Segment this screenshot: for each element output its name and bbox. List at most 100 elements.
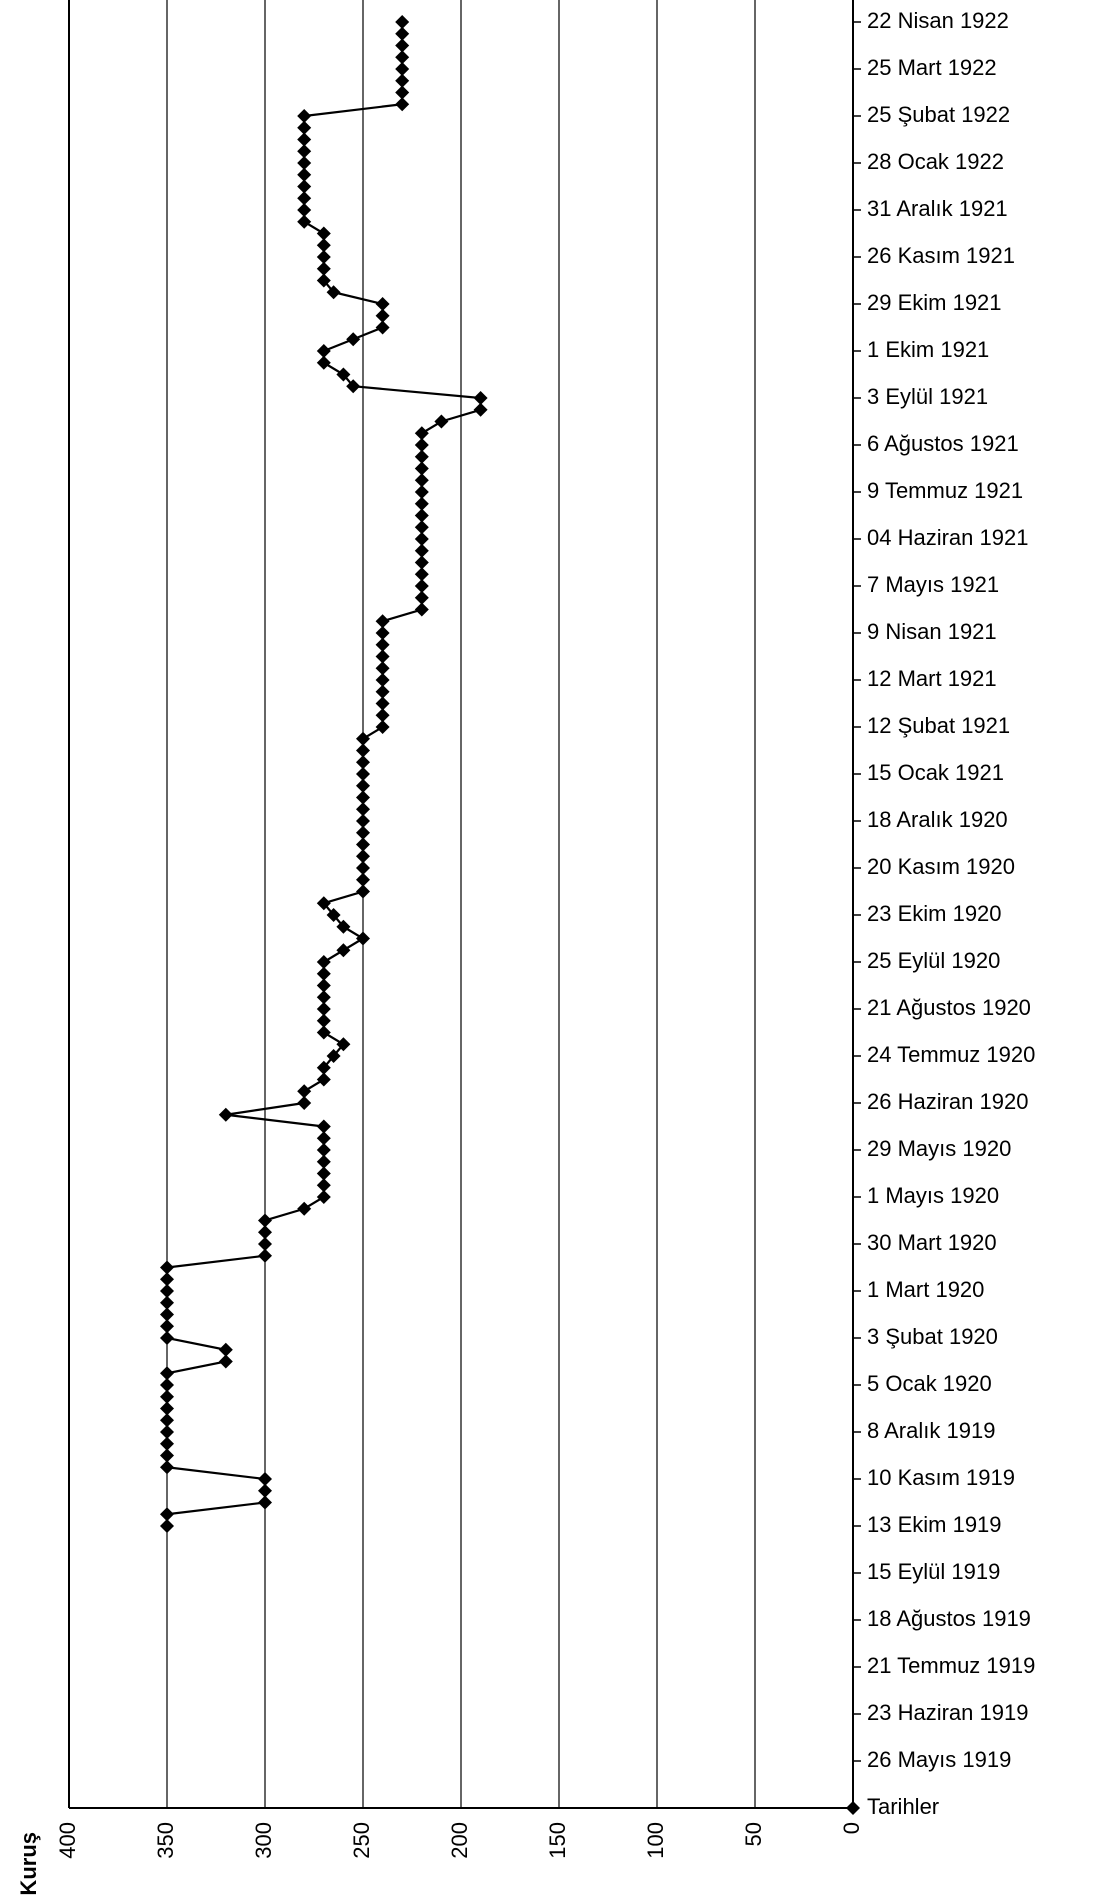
data-point (356, 825, 370, 840)
data-point (297, 109, 312, 123)
data-point (395, 73, 410, 88)
data-point (316, 1131, 331, 1146)
data-point (258, 1237, 272, 1251)
y-tick-label: 29 Mayıs 1920 (867, 1136, 1011, 1161)
y-tick-label: 10 Kasım 1919 (867, 1465, 1015, 1490)
data-point (160, 1448, 174, 1463)
data-point (160, 1389, 174, 1404)
data-point (395, 85, 410, 100)
data-point (414, 426, 429, 441)
y-tick-label: 31 Aralık 1921 (867, 196, 1008, 221)
data-point (316, 1002, 331, 1016)
data-point (316, 1178, 331, 1193)
data-point (316, 226, 331, 241)
data-point (336, 1037, 351, 1052)
data-point (473, 402, 488, 417)
y-tick-label: 9 Temmuz 1921 (867, 478, 1023, 503)
data-point (316, 978, 331, 993)
data-point (297, 1084, 312, 1099)
data-point (160, 1319, 174, 1334)
data-point (316, 990, 331, 1005)
data-point (258, 1225, 272, 1240)
data-point (316, 1013, 331, 1028)
data-point (258, 1213, 272, 1228)
x-tick-label: 350 (153, 1822, 178, 1859)
data-point (218, 1107, 233, 1122)
data-point (258, 1483, 272, 1498)
data-point (395, 38, 410, 53)
y-tick-label: 18 Ağustos 1919 (867, 1606, 1031, 1631)
data-point (218, 1354, 233, 1369)
y-tick-label: 13 Ekim 1919 (867, 1512, 1002, 1537)
data-point (316, 1143, 331, 1157)
data-point (160, 1460, 174, 1475)
y-tick-label: 25 Eylül 1920 (867, 948, 1000, 973)
data-point (375, 684, 390, 699)
data-point (160, 1331, 174, 1345)
data-point (414, 567, 429, 582)
data-point (297, 167, 312, 182)
x-tick-label: 100 (643, 1822, 668, 1859)
data-point (316, 1072, 331, 1087)
y-tick-label: 3 Şubat 1920 (867, 1324, 998, 1349)
y-tick-label: 8 Aralık 1919 (867, 1418, 995, 1443)
data-point (326, 908, 341, 922)
data-point (297, 156, 312, 170)
data-point (375, 649, 390, 664)
data-point (375, 614, 390, 629)
data-point (297, 144, 312, 159)
x-tick-label: 250 (349, 1822, 374, 1859)
y-tick-label: 9 Nisan 1921 (867, 619, 997, 644)
x-tick-label: 150 (545, 1822, 570, 1859)
y-tick-label: 26 Mayıs 1919 (867, 1747, 1011, 1772)
data-point (160, 1260, 174, 1275)
data-point (375, 661, 390, 676)
data-point (160, 1507, 174, 1522)
data-point (316, 955, 331, 969)
legend-label: Tarihler (867, 1794, 939, 1819)
legend-marker (846, 1801, 860, 1815)
data-point (375, 308, 390, 323)
data-point (316, 355, 331, 370)
y-tick-label: 24 Temmuz 1920 (867, 1042, 1035, 1067)
data-point (414, 555, 429, 570)
data-point (346, 332, 361, 347)
x-tick-label: 300 (251, 1822, 276, 1859)
y-tick-label: 1 Mayıs 1920 (867, 1183, 999, 1208)
data-point (336, 919, 351, 934)
y-tick-label: 12 Şubat 1921 (867, 713, 1010, 738)
y-tick-label: 23 Haziran 1919 (867, 1700, 1028, 1725)
y-tick-label: 29 Ekim 1921 (867, 290, 1002, 315)
y-tick-label: 23 Ekim 1920 (867, 901, 1002, 926)
data-point (356, 931, 370, 946)
data-point (160, 1284, 174, 1298)
data-point (434, 414, 449, 429)
data-point (375, 708, 390, 723)
data-point (160, 1401, 174, 1416)
y-tick-label: 15 Ocak 1921 (867, 760, 1004, 785)
data-point (316, 1025, 331, 1040)
data-point (297, 179, 312, 194)
y-tick-label: 1 Ekim 1921 (867, 337, 989, 362)
y-tick-label: 21 Temmuz 1919 (867, 1653, 1035, 1678)
data-point (375, 626, 390, 640)
data-point (160, 1425, 174, 1439)
data-point (395, 26, 410, 41)
data-point (160, 1436, 174, 1451)
y-tick-label: 3 Eylül 1921 (867, 384, 988, 409)
data-point (414, 496, 429, 511)
data-point (297, 1096, 312, 1110)
data-point (258, 1495, 272, 1510)
y-tick-label: 26 Kasım 1921 (867, 243, 1015, 268)
data-point (356, 790, 370, 805)
y-tick-label: 28 Ocak 1922 (867, 149, 1004, 174)
data-point (316, 250, 331, 264)
data-point (356, 814, 370, 828)
y-tick-label: 22 Nisan 1922 (867, 8, 1009, 33)
data-point (297, 191, 312, 206)
data-point (160, 1378, 174, 1392)
data-point (414, 543, 429, 558)
data-point (395, 50, 410, 65)
data-point (258, 1248, 272, 1263)
